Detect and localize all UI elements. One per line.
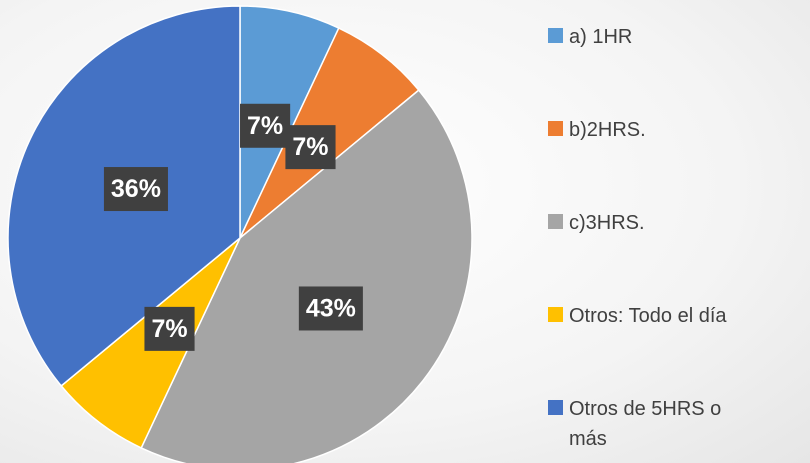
data-label-box: [103, 167, 168, 212]
data-label-box: [144, 306, 195, 351]
legend-label: a) 1HR: [569, 26, 633, 48]
data-label: 7%: [240, 103, 291, 148]
data-label: 7%: [285, 125, 336, 170]
legend-label: Otros de 5HRS o más: [569, 398, 722, 450]
data-label-text: 36%: [111, 175, 161, 203]
data-label: 43%: [298, 286, 363, 331]
legend-item: a) 1HR: [548, 22, 810, 52]
data-label-text: 43%: [306, 294, 356, 322]
legend-label: c)3HRS.: [569, 212, 645, 234]
data-label-text: 7%: [292, 133, 328, 161]
data-label-box: [285, 125, 336, 170]
legend-swatch: [548, 307, 563, 322]
legend-label: b)2HRS.: [569, 119, 646, 141]
chart: 7% 7% 43% 7% 36%: [7, 5, 473, 463]
legend-item: Otros: Todo el día: [548, 301, 810, 331]
data-label: 36%: [103, 167, 168, 212]
data-label: 7%: [144, 306, 195, 351]
data-label-text: 7%: [247, 112, 283, 140]
pie-slice: [140, 89, 473, 463]
legend-item: c)3HRS.: [548, 208, 810, 238]
data-label-text: 7%: [151, 315, 187, 343]
data-label-box: [240, 103, 291, 148]
legend-swatch: [548, 28, 563, 43]
legend-swatch: [548, 121, 563, 136]
legend-swatch: [548, 214, 563, 229]
legend-item: b)2HRS.: [548, 115, 810, 145]
legend-swatch: [548, 400, 563, 415]
legend-label: Otros: Todo el día: [569, 305, 727, 327]
data-label-box: [298, 286, 363, 331]
legend-item: Otros de 5HRS o más: [548, 394, 748, 454]
